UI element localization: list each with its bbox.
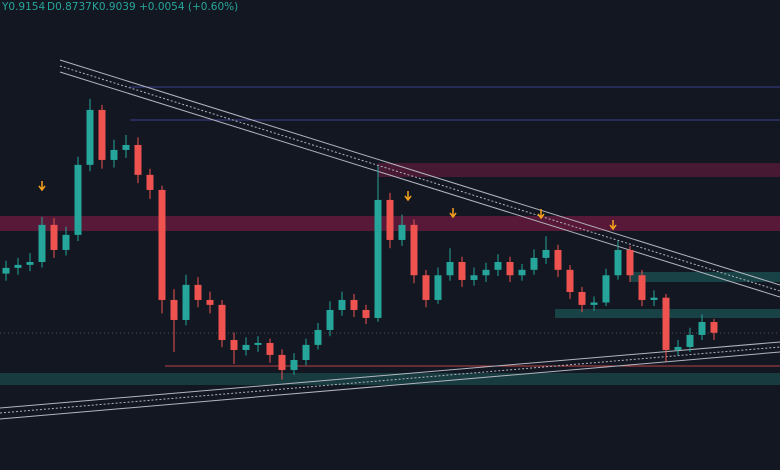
candle-body (614, 249, 622, 276)
candle-body (518, 269, 526, 276)
candle-body (254, 342, 262, 345)
candle-body (242, 344, 250, 350)
candle-body (314, 329, 322, 345)
candle-body (590, 302, 598, 305)
candle-body (566, 269, 574, 293)
trendline (0, 346, 780, 414)
candle-body (98, 109, 106, 160)
candle-body (302, 344, 310, 360)
candles (2, 98, 718, 380)
candle-body (14, 264, 22, 268)
candle-body (122, 144, 130, 150)
candle-body (710, 322, 718, 333)
candle-body (434, 275, 442, 300)
candle-body (554, 249, 562, 270)
candle-body (290, 359, 298, 370)
trendlines (0, 59, 780, 420)
candle-body (350, 299, 358, 310)
header-close: K0.9039 (92, 1, 136, 13)
candle-body (638, 275, 646, 300)
candle-body (266, 342, 274, 355)
candle-body (206, 299, 214, 305)
candle-body (326, 309, 334, 330)
candle-body (146, 174, 154, 190)
header-low: D0.8737 (47, 1, 92, 13)
candle-body (578, 292, 586, 305)
candle-body (134, 144, 142, 175)
candle-body (410, 224, 418, 276)
candle-body (422, 275, 430, 300)
candle-body (686, 334, 694, 347)
candle-body (602, 275, 610, 303)
candle-body (626, 249, 634, 276)
arrow (449, 208, 457, 219)
candle-body (650, 297, 658, 300)
candle-body (374, 199, 382, 318)
candle-body (182, 284, 190, 320)
candle-body (218, 304, 226, 340)
candle-body (446, 261, 454, 276)
candle-body (26, 261, 34, 265)
candle-body (74, 164, 82, 235)
arrow (537, 209, 545, 220)
candle-body (362, 309, 370, 318)
candle-body (662, 297, 670, 350)
trendline (0, 341, 780, 409)
support-zone (0, 373, 780, 385)
candle-body (2, 267, 10, 274)
arrow (609, 220, 617, 231)
candle-body (158, 189, 166, 300)
candle-body (494, 261, 502, 270)
candle-body (386, 199, 394, 240)
candle-body (86, 109, 94, 165)
candle-body (38, 224, 46, 262)
header-change: +0.0054 (+0.60%) (139, 1, 238, 13)
candle-body (482, 269, 490, 276)
candle-body (506, 261, 514, 276)
arrow (38, 181, 46, 192)
candle-body (458, 261, 466, 280)
trendline (0, 351, 780, 420)
candle-body (110, 149, 118, 160)
arrows (38, 181, 617, 231)
candle-body (170, 299, 178, 320)
candle-body (398, 224, 406, 240)
candle-body (470, 275, 478, 280)
candle-body (338, 299, 346, 310)
candle-body (230, 339, 238, 350)
candle-body (278, 354, 286, 370)
candle-body (62, 234, 70, 250)
candle-body (530, 257, 538, 270)
candle-body (50, 224, 58, 250)
candle-body (194, 284, 202, 300)
candle-body (542, 249, 550, 258)
arrow (404, 191, 412, 202)
support-zone (630, 272, 780, 282)
trendline (59, 65, 780, 292)
trendline (59, 71, 780, 298)
candle-body (674, 346, 682, 350)
header-high: Y0.9154 (1, 1, 45, 13)
candle-body (698, 322, 706, 335)
resistance-zone (378, 163, 780, 177)
trendline (59, 59, 780, 286)
